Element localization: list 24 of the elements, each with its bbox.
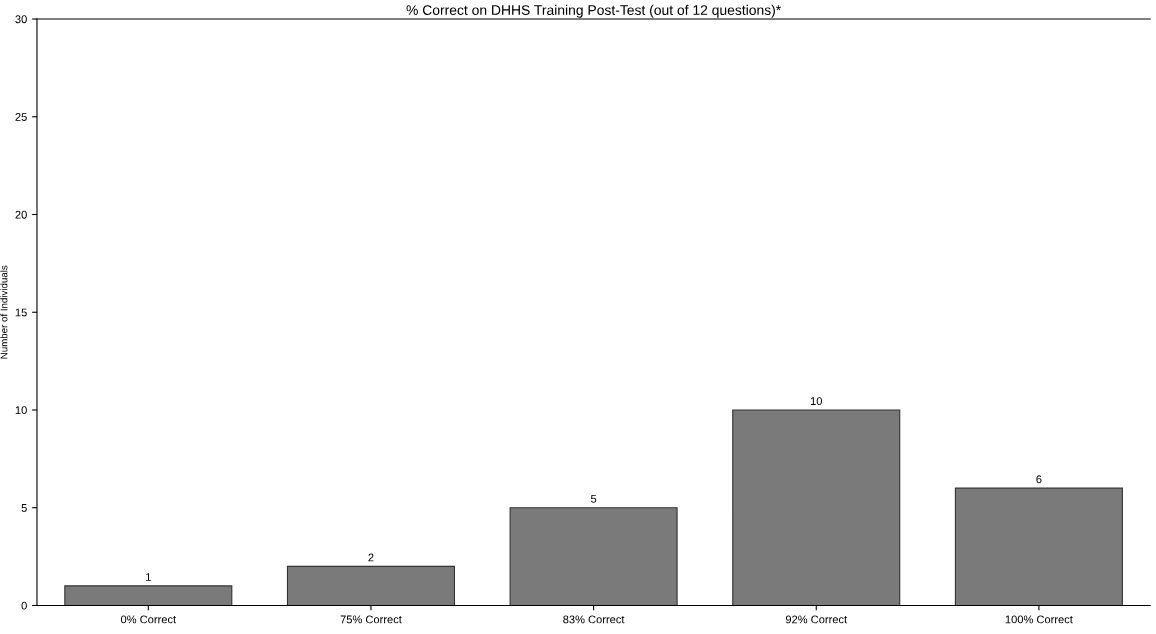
y-tick-label: 15 bbox=[15, 308, 27, 317]
bar bbox=[64, 585, 233, 606]
data-label: 2 bbox=[368, 553, 374, 562]
data-label: 5 bbox=[590, 495, 597, 503]
y-axis-title: Number of Individuals bbox=[0, 265, 8, 359]
bar bbox=[954, 487, 1123, 606]
bar bbox=[286, 565, 456, 606]
y-tick-label: 10 bbox=[15, 406, 27, 415]
y-tick-label: 30 bbox=[15, 15, 27, 24]
x-tick-label: 83% Correct bbox=[563, 615, 625, 624]
y-tick-label: 25 bbox=[15, 113, 27, 121]
bar bbox=[732, 409, 901, 606]
data-label: 10 bbox=[810, 397, 822, 406]
data-label: 6 bbox=[1036, 475, 1042, 484]
y-tick-label: 5 bbox=[21, 504, 27, 512]
chart-title: % Correct on DHHS Training Post-Test (out of 12 questions)* bbox=[406, 4, 781, 18]
y-tick-label: 0 bbox=[21, 601, 27, 610]
x-tick-label: 92% Correct bbox=[785, 615, 848, 624]
bar bbox=[509, 507, 678, 606]
x-tick-label: 100% Correct bbox=[1005, 615, 1073, 624]
x-tick-label: 75% Correct bbox=[340, 615, 402, 624]
x-tick-label: 0% Correct bbox=[120, 615, 177, 624]
data-label: 1 bbox=[146, 573, 151, 581]
y-tick-label: 20 bbox=[15, 210, 27, 219]
